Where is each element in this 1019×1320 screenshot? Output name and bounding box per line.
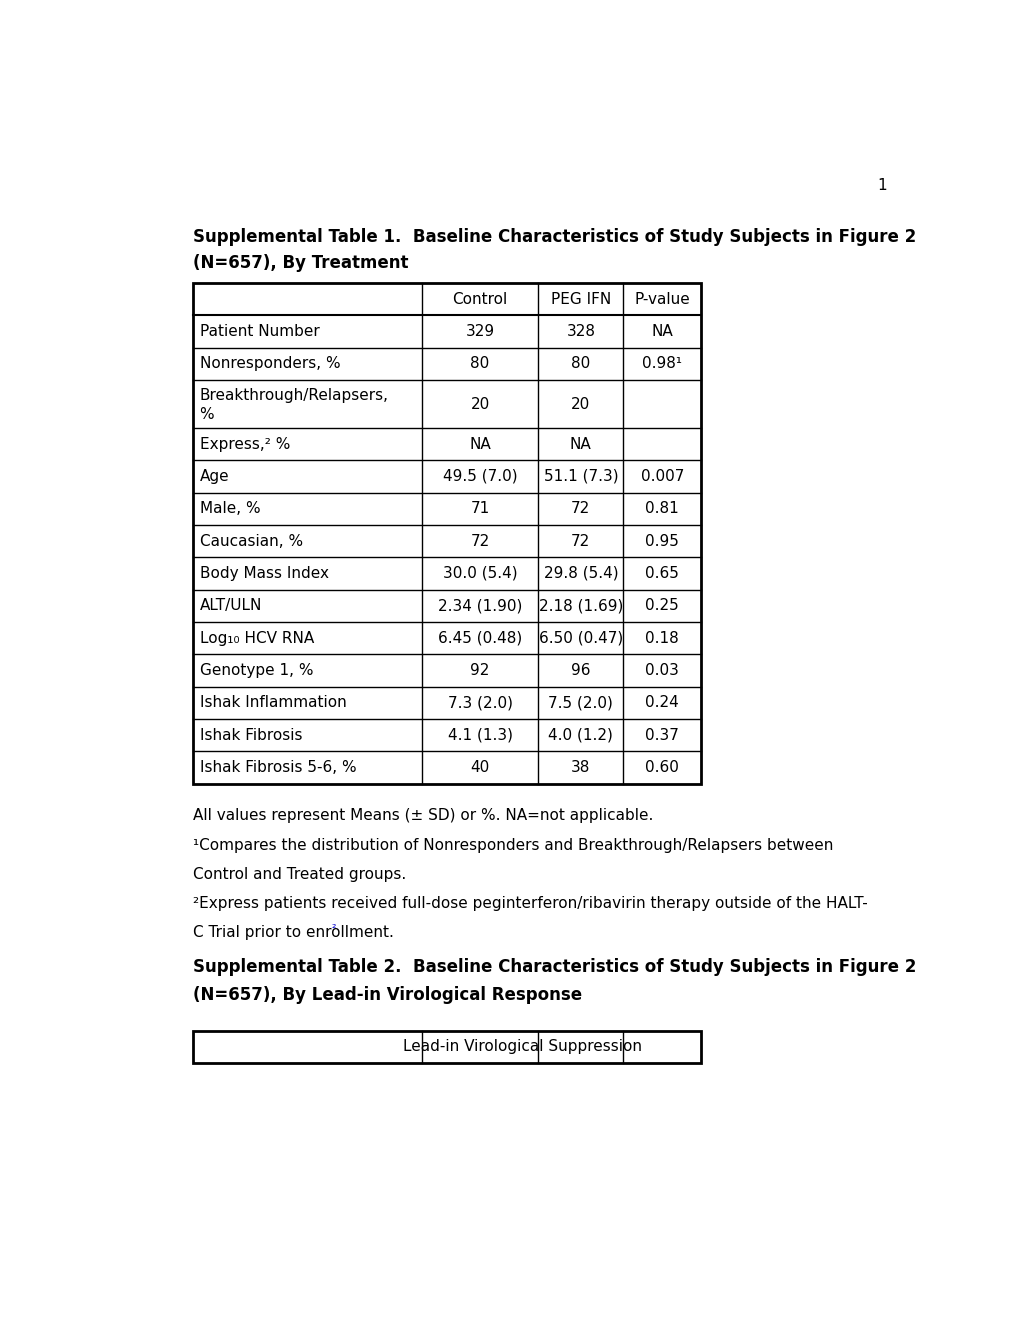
Text: %: %: [200, 407, 214, 422]
Text: Ishak Inflammation: Ishak Inflammation: [200, 696, 346, 710]
Text: 0.18: 0.18: [645, 631, 679, 645]
Text: 20: 20: [470, 396, 489, 412]
Text: 2.34 (1.90): 2.34 (1.90): [437, 598, 522, 614]
Text: Age: Age: [200, 469, 229, 484]
Text: Male, %: Male, %: [200, 502, 260, 516]
Text: 0.25: 0.25: [645, 598, 679, 614]
Text: 6.45 (0.48): 6.45 (0.48): [437, 631, 522, 645]
Text: 96: 96: [571, 663, 590, 678]
Text: 0.007: 0.007: [640, 469, 684, 484]
Text: 80: 80: [571, 356, 590, 371]
Text: NA: NA: [469, 437, 490, 451]
Text: 71: 71: [470, 502, 489, 516]
Text: 92: 92: [470, 663, 489, 678]
Text: NA: NA: [570, 437, 591, 451]
Text: Caucasian, %: Caucasian, %: [200, 533, 303, 549]
Text: Patient Number: Patient Number: [200, 325, 319, 339]
Text: 0.98¹: 0.98¹: [642, 356, 682, 371]
Text: 1: 1: [876, 178, 887, 193]
Bar: [194, 284, 700, 784]
Text: P-value: P-value: [634, 292, 690, 306]
Text: 0.65: 0.65: [645, 566, 679, 581]
Text: 7.3 (2.0): 7.3 (2.0): [447, 696, 513, 710]
Text: ²: ²: [331, 924, 335, 933]
Text: 72: 72: [571, 502, 590, 516]
Text: 0.37: 0.37: [645, 727, 679, 743]
Text: Log₁₀ HCV RNA: Log₁₀ HCV RNA: [200, 631, 314, 645]
Text: Control: Control: [452, 292, 507, 306]
Text: 38: 38: [571, 760, 590, 775]
Bar: [194, 1031, 700, 1063]
Text: 49.5 (7.0): 49.5 (7.0): [442, 469, 517, 484]
Text: Ishak Fibrosis: Ishak Fibrosis: [200, 727, 302, 743]
Text: 0.95: 0.95: [645, 533, 679, 549]
Text: 20: 20: [571, 396, 590, 412]
Text: 4.0 (1.2): 4.0 (1.2): [548, 727, 612, 743]
Text: Nonresponders, %: Nonresponders, %: [200, 356, 340, 371]
Text: 6.50 (0.47): 6.50 (0.47): [538, 631, 623, 645]
Text: Breakthrough/Relapsers,: Breakthrough/Relapsers,: [200, 388, 388, 403]
Text: 72: 72: [571, 533, 590, 549]
Text: NA: NA: [651, 325, 673, 339]
Text: Supplemental Table 1.  Baseline Characteristics of Study Subjects in Figure 2: Supplemental Table 1. Baseline Character…: [194, 227, 916, 246]
Text: Express,² %: Express,² %: [200, 437, 289, 451]
Text: Control and Treated groups.: Control and Treated groups.: [194, 867, 407, 882]
Text: 0.60: 0.60: [645, 760, 679, 775]
Text: PEG IFN: PEG IFN: [550, 292, 610, 306]
Text: ¹Compares the distribution of Nonresponders and Breakthrough/Relapsers between: ¹Compares the distribution of Nonrespond…: [194, 838, 833, 853]
Text: 0.24: 0.24: [645, 696, 679, 710]
Text: 29.8 (5.4): 29.8 (5.4): [543, 566, 618, 581]
Text: 40: 40: [470, 760, 489, 775]
Text: 328: 328: [566, 325, 595, 339]
Text: 329: 329: [465, 325, 494, 339]
Text: Lead-in Virological Suppression: Lead-in Virological Suppression: [403, 1039, 642, 1055]
Text: 7.5 (2.0): 7.5 (2.0): [548, 696, 612, 710]
Text: C Trial prior to enrollment.: C Trial prior to enrollment.: [194, 925, 394, 940]
Text: 0.81: 0.81: [645, 502, 679, 516]
Text: Supplemental Table 2.  Baseline Characteristics of Study Subjects in Figure 2: Supplemental Table 2. Baseline Character…: [194, 958, 916, 977]
Text: 80: 80: [470, 356, 489, 371]
Text: ²Express patients received full-dose peginterferon/ribavirin therapy outside of : ²Express patients received full-dose peg…: [194, 896, 867, 911]
Text: 51.1 (7.3): 51.1 (7.3): [543, 469, 618, 484]
Text: All values represent Means (± SD) or %. NA=not applicable.: All values represent Means (± SD) or %. …: [194, 808, 653, 824]
Text: (N=657), By Treatment: (N=657), By Treatment: [194, 253, 409, 272]
Text: Genotype 1, %: Genotype 1, %: [200, 663, 313, 678]
Text: 4.1 (1.3): 4.1 (1.3): [447, 727, 513, 743]
Text: 72: 72: [470, 533, 489, 549]
Text: (N=657), By Lead-in Virological Response: (N=657), By Lead-in Virological Response: [194, 986, 582, 1005]
Text: 0.03: 0.03: [645, 663, 679, 678]
Text: 30.0 (5.4): 30.0 (5.4): [442, 566, 517, 581]
Text: ALT/ULN: ALT/ULN: [200, 598, 262, 614]
Text: 2.18 (1.69): 2.18 (1.69): [538, 598, 623, 614]
Text: Ishak Fibrosis 5-6, %: Ishak Fibrosis 5-6, %: [200, 760, 356, 775]
Text: Body Mass Index: Body Mass Index: [200, 566, 328, 581]
